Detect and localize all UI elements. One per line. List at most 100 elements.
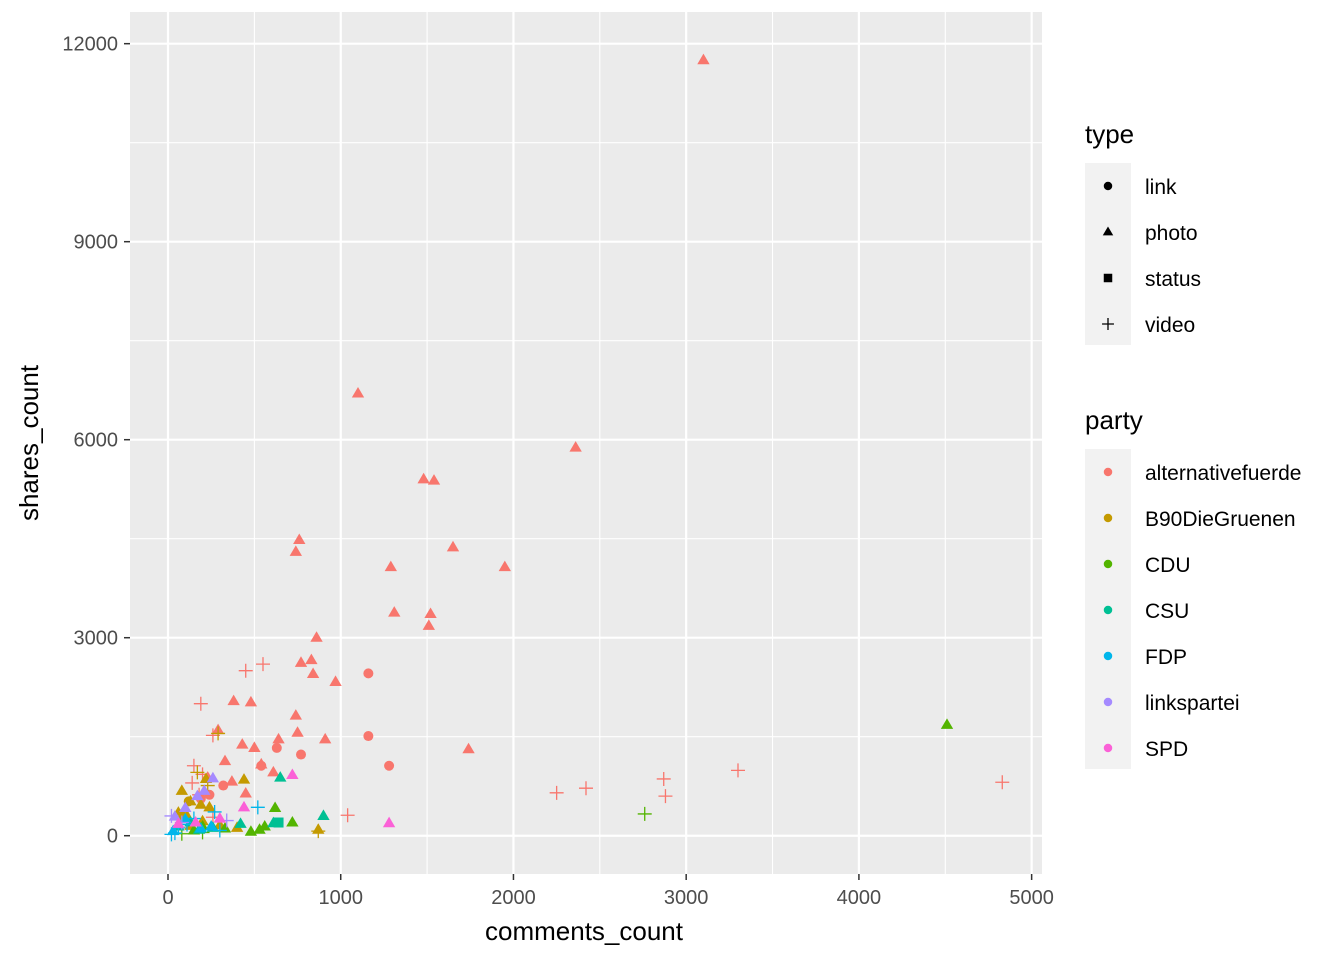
- data-point: [238, 663, 253, 678]
- legend-type: type link photo status video: [1085, 119, 1201, 345]
- data-point: [237, 800, 251, 812]
- legend-label: CDU: [1145, 554, 1191, 577]
- data-point: [172, 817, 185, 828]
- legend-label: B90DieGruenen: [1145, 508, 1296, 531]
- data-point: [179, 801, 192, 813]
- data-point: [995, 775, 1010, 790]
- data-point: [205, 819, 218, 831]
- legend-key-FDP: [1103, 651, 1113, 661]
- x-tick-label: 0: [162, 887, 173, 909]
- data-points: [164, 53, 1010, 842]
- legend-label: video: [1145, 314, 1195, 337]
- data-point: [218, 754, 232, 766]
- data-point: [291, 726, 304, 737]
- legend-label: photo: [1145, 222, 1198, 245]
- data-point: [268, 801, 282, 813]
- data-point: [329, 675, 342, 686]
- data-point: [637, 806, 652, 821]
- data-point: [422, 619, 435, 630]
- x-tick-label: 1000: [318, 887, 363, 909]
- data-point: [239, 786, 252, 798]
- legend-party-title: party: [1085, 405, 1143, 435]
- data-point: [427, 474, 441, 485]
- legend-key-B90DieGruenen: [1103, 513, 1113, 523]
- data-point: [306, 667, 320, 679]
- data-point: [294, 656, 308, 667]
- legend-key-link: [1103, 181, 1113, 191]
- y-axis-ticks: 0 3000 6000 9000 12000: [62, 34, 130, 848]
- data-point: [267, 765, 280, 777]
- legend-key-linkspartei: [1103, 697, 1113, 707]
- data-point: [462, 742, 475, 754]
- x-tick-label: 4000: [837, 887, 882, 909]
- data-point: [658, 789, 673, 804]
- data-point: [213, 812, 226, 823]
- data-point: [193, 696, 208, 711]
- data-point: [273, 817, 284, 828]
- legend-key-CSU: [1103, 605, 1113, 615]
- data-point: [164, 808, 179, 823]
- y-tick-label: 6000: [74, 430, 119, 452]
- data-point: [317, 809, 330, 820]
- data-point: [198, 784, 211, 795]
- plot-panel: [130, 12, 1042, 874]
- data-point: [244, 825, 258, 836]
- grid-major: [130, 12, 1042, 874]
- data-point: [310, 631, 323, 642]
- x-axis-title: comments_count: [485, 916, 684, 946]
- data-point: [227, 694, 240, 706]
- data-point: [175, 784, 188, 795]
- data-point: [186, 758, 201, 773]
- data-point: [498, 560, 511, 572]
- data-point: [206, 771, 220, 783]
- legend-key-SPD: [1103, 743, 1113, 753]
- legend-key-alternativefuerde: [1103, 467, 1113, 477]
- data-point: [656, 771, 671, 786]
- legend-type-title: type: [1085, 119, 1134, 149]
- data-point: [446, 540, 460, 552]
- data-point: [388, 606, 401, 617]
- x-tick-label: 5000: [1009, 887, 1054, 909]
- data-point: [207, 804, 222, 819]
- legend-label: CSU: [1145, 600, 1189, 623]
- data-point: [194, 798, 207, 809]
- data-point: [194, 821, 207, 833]
- legend-key-CDU: [1103, 559, 1113, 569]
- x-axis-ticks: 0 1000 2000 3000 4000 5000: [162, 874, 1054, 909]
- y-tick-label: 0: [107, 826, 118, 848]
- data-point: [424, 607, 437, 618]
- data-point: [271, 742, 282, 753]
- x-tick-label: 2000: [491, 887, 536, 909]
- data-point: [203, 800, 216, 812]
- data-point: [697, 53, 710, 65]
- data-point: [363, 668, 374, 679]
- data-point: [549, 785, 564, 800]
- data-point: [289, 545, 302, 556]
- data-point: [211, 726, 226, 741]
- legend-label: alternativefuerde: [1145, 462, 1301, 485]
- data-point: [237, 773, 251, 784]
- data-point: [289, 709, 302, 720]
- data-point: [190, 765, 205, 780]
- data-point: [185, 775, 200, 790]
- data-point: [384, 560, 397, 572]
- data-point: [296, 749, 306, 760]
- legend-label: link: [1145, 176, 1177, 199]
- data-point: [236, 738, 249, 749]
- data-point: [256, 657, 270, 672]
- data-point: [225, 775, 239, 786]
- data-point: [382, 816, 396, 828]
- data-point: [234, 817, 247, 828]
- data-point: [253, 823, 266, 834]
- data-point: [340, 808, 355, 823]
- y-tick-label: 9000: [74, 232, 119, 254]
- data-point: [363, 731, 374, 742]
- grid-minor: [130, 12, 1042, 874]
- data-point: [286, 816, 299, 827]
- data-point: [417, 472, 430, 484]
- data-point: [293, 533, 306, 545]
- data-point: [274, 771, 287, 782]
- data-point: [319, 732, 332, 744]
- data-point: [579, 781, 593, 796]
- data-point: [218, 780, 229, 791]
